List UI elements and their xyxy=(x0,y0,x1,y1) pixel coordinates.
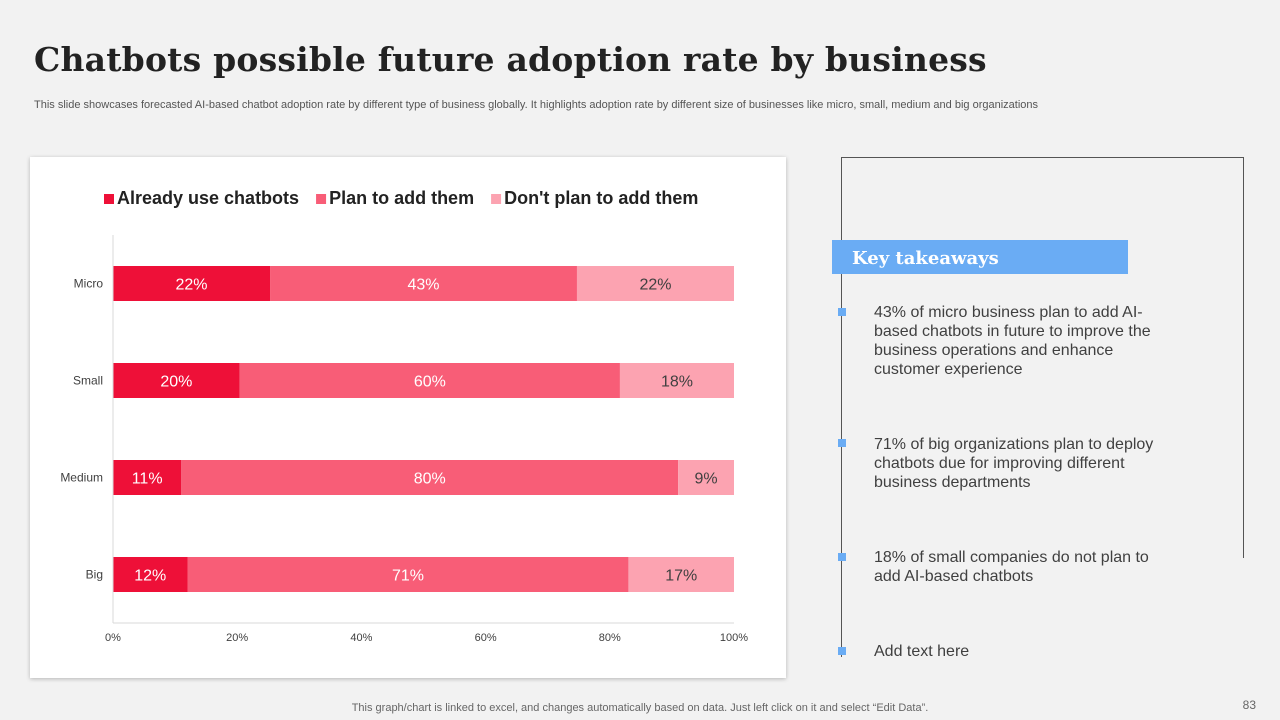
slide-title: Chatbots possible future adoption rate b… xyxy=(34,40,987,79)
x-tick-label-6: 100% xyxy=(720,632,748,644)
bullet-marker-3 xyxy=(838,553,846,561)
data-label-medium-series-1: 11% xyxy=(132,471,163,488)
slide-subtitle: This slide showcases forecasted AI-based… xyxy=(34,99,1039,111)
bar-small-series-1 xyxy=(113,363,240,398)
footer-note: This graph/chart is linked to excel, and… xyxy=(351,702,929,714)
data-label-big-series-2: 71% xyxy=(392,568,424,585)
bar-big-series-2 xyxy=(187,557,629,592)
bar-medium-series-1 xyxy=(113,460,182,495)
takeaway-point-4[interactable]: Add text here xyxy=(874,643,970,660)
chart-legend: Already use chatbots Plan to add them Don'… xyxy=(104,188,698,208)
x-tick-label-1: 0% xyxy=(105,632,121,644)
bar-micro-series-3 xyxy=(576,266,734,301)
x-tick-label-4: 60% xyxy=(475,632,497,644)
bullet-marker-2 xyxy=(838,439,846,447)
y-tick-label-micro: Micro xyxy=(74,277,104,291)
bullet-marker-4 xyxy=(838,647,846,655)
data-label-big-series-1: 12% xyxy=(134,568,166,585)
stacked-bar-chart: Already use chatbots Plan to add them Don'… xyxy=(60,188,748,644)
key-takeaways-heading: Key takeaways xyxy=(832,240,1128,274)
x-tick-label-2: 20% xyxy=(226,632,248,644)
timeline-line xyxy=(841,157,842,657)
chart-card[interactable]: Already use chatbots Plan to add them Don'… xyxy=(30,157,786,678)
x-tick-label-3: 40% xyxy=(350,632,372,644)
legend-swatch-2 xyxy=(316,194,327,204)
bar-small-series-2 xyxy=(239,363,620,398)
bar-small-series-3 xyxy=(619,363,734,398)
bullet-marker-1 xyxy=(838,308,846,316)
data-label-small-series-3: 18% xyxy=(661,374,693,391)
bar-medium-series-2 xyxy=(181,460,679,495)
y-tick-label-big: Big xyxy=(86,568,103,582)
chart-bars: 22% 43% 22% 20% 60% 18% 11% 80% 9% 12% 71% 17% xyxy=(113,266,734,592)
legend-swatch-1 xyxy=(104,194,114,204)
legend-swatch-3 xyxy=(491,194,502,204)
data-label-medium-series-2: 80% xyxy=(414,471,446,488)
bar-micro-series-1 xyxy=(113,266,271,301)
y-tick-label-medium: Medium xyxy=(60,471,103,485)
page-number: 83 xyxy=(1242,698,1256,712)
data-label-medium-series-3: 9% xyxy=(694,471,717,488)
x-tick-label-5: 80% xyxy=(599,632,621,644)
legend-label-3: Don't plan to add them xyxy=(504,188,698,208)
bar-micro-series-2 xyxy=(270,266,577,301)
data-label-big-series-3: 17% xyxy=(665,568,697,585)
bar-medium-series-3 xyxy=(678,460,734,495)
data-label-micro-series-2: 43% xyxy=(407,277,439,294)
data-label-micro-series-3: 22% xyxy=(639,277,671,294)
takeaway-point-3[interactable]: 18% of small companies do not plan to ad… xyxy=(874,549,1149,585)
takeaway-point-1[interactable]: 43% of micro business plan to add AI-bas… xyxy=(874,304,1151,378)
data-label-micro-series-1: 22% xyxy=(176,277,208,294)
bar-big-series-3 xyxy=(628,557,734,592)
y-tick-label-small: Small xyxy=(73,374,103,388)
legend-label-1: Already use chatbots xyxy=(117,188,299,208)
takeaway-point-2[interactable]: 71% of big organizations plan to deploy … xyxy=(874,436,1154,491)
data-label-small-series-2: 60% xyxy=(414,374,446,391)
bar-big-series-1 xyxy=(113,557,188,592)
data-label-small-series-1: 20% xyxy=(160,374,192,391)
chart-axes: 0% 20% 40% 60% 80% 100% Micro Small Medium Big xyxy=(60,235,748,644)
legend-label-2: Plan to add them xyxy=(329,188,474,208)
